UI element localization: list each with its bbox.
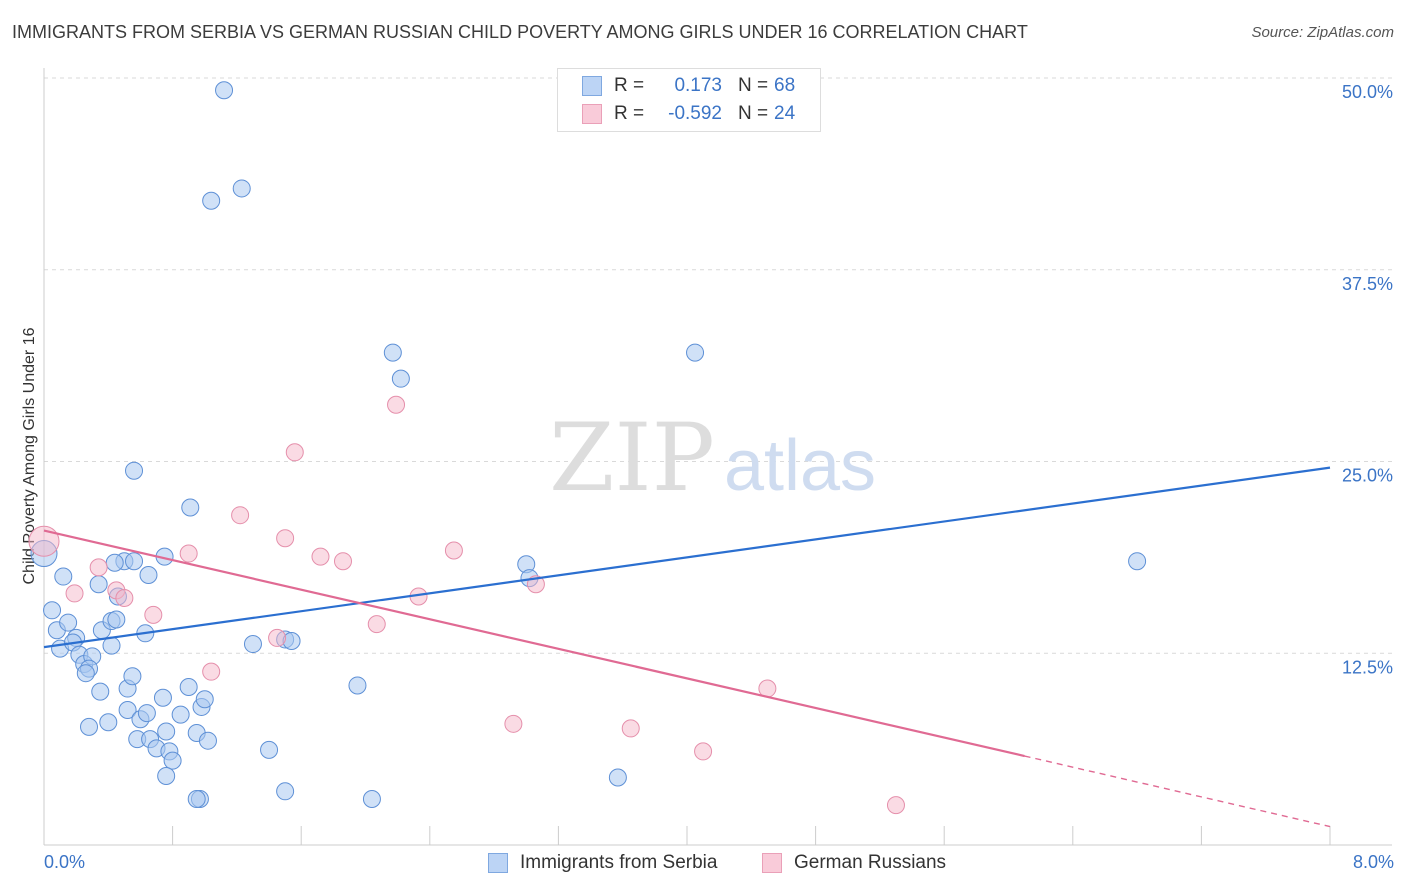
serbia-point [202,191,221,210]
serbia-legend-swatch [488,853,508,873]
serbia-point [276,782,295,801]
serbia-point [105,553,124,572]
serbia-point [171,705,190,724]
serbia-point [89,575,108,594]
serbia-point [383,343,402,362]
legend-label-german-russian: German Russians [794,852,947,873]
stats-legend: R = 0.173 N = 68 R = -0.592 N = 24 [557,68,821,132]
serbia-point [391,369,410,388]
trend-lines [43,466,1331,828]
legend-label-serbia: Immigrants from Serbia [520,852,718,873]
serbia-point [195,690,214,709]
n-value: 24 [774,103,796,124]
legend-item-serbia: Immigrants from Serbia [488,852,717,874]
serbia-point [232,179,251,198]
axes [43,68,1392,846]
serbia-point [348,676,367,695]
serbia-point [163,751,182,770]
r-value: -0.592 [668,103,722,124]
serbia-point [123,667,142,686]
watermark: ZIP atlas [549,404,876,513]
german-russian-point [621,719,640,738]
y-tick-label: 37.5% [1342,274,1393,294]
n-label: N = [738,103,769,124]
serbia-point [91,682,110,701]
serbia-swatch [582,76,602,96]
y-tick-label: 12.5% [1342,657,1393,677]
german-russian-point [444,541,463,560]
serbia-point [243,635,262,654]
german-russian-point [202,662,221,681]
serbia-point [137,704,156,723]
serbia-point [59,613,78,632]
serbia-point [686,343,705,362]
german-russian-swatch [582,104,602,124]
serbia-point [118,701,137,720]
serbia-point [157,722,176,741]
serbia-point [153,688,172,707]
chart-title: IMMIGRANTS FROM SERBIA VS GERMAN RUSSIAN… [12,22,1028,42]
r-label: R = [614,75,645,96]
stats-legend-row-german-russian: R = -0.592 N = 24 [582,101,795,127]
n-label: N = [738,75,769,96]
german-russian-point [367,615,386,634]
source-label: Source: ZipAtlas.com [1251,24,1394,41]
german-russian-point [65,584,84,603]
german-russian-point [115,589,134,608]
german-russian-point [28,525,60,557]
r-label: R = [614,103,645,124]
serbia-point [181,498,200,517]
r-value: 0.173 [674,75,722,96]
serbia-point [362,789,381,808]
german-russian-trend-extension [1024,755,1331,828]
german-russian-point [179,544,198,563]
x-tick-max: 8.0% [1352,852,1394,872]
serbia-point [187,789,206,808]
serbia-point [179,677,198,696]
serbia-point [80,717,99,736]
german-russian-point [276,529,295,548]
german-russian-point [231,506,250,525]
german-russian-point [886,796,905,815]
serbia-point [43,601,62,620]
y-tick-labels: 12.5% 25.0% 37.5% 50.0% [1342,82,1393,677]
german-russian-point [333,552,352,571]
serbia-point [125,461,144,480]
stats-legend-row-serbia: R = 0.173 N = 68 [582,73,795,99]
y-tick-label: 50.0% [1342,82,1393,102]
serbia-point [54,567,73,586]
serbia-point [215,81,234,100]
serbia-point [260,740,279,759]
series-german-russian-points [28,395,905,815]
german-russian-point [268,628,287,647]
german-russian-point [387,395,406,414]
german-russian-point [285,443,304,462]
serbia-point [107,610,126,629]
watermark-atlas: atlas [724,426,876,506]
german-russian-point [694,742,713,761]
serbia-point [608,768,627,787]
german-russian-point [311,547,330,566]
german-russian-point [144,605,163,624]
german-russian-trend-line [43,529,1025,758]
german-russian-legend-swatch [762,853,782,873]
x-tick-min: 0.0% [44,852,86,872]
german-russian-point [504,714,523,733]
n-value: 68 [774,75,796,96]
series-legend: Immigrants from Serbia German Russians [0,852,1406,878]
serbia-point [198,731,217,750]
serbia-point [76,664,95,683]
y-tick-label: 25.0% [1342,466,1393,486]
watermark-zip: ZIP [549,404,715,513]
legend-item-german-russian: German Russians [762,852,946,874]
serbia-point [125,552,144,571]
serbia-point [1128,552,1147,571]
serbia-point [157,766,176,785]
serbia-point [139,566,158,585]
german-russian-point [89,558,108,577]
serbia-point [99,713,118,732]
gridlines [44,77,1392,654]
serbia-trend-line [43,466,1331,649]
